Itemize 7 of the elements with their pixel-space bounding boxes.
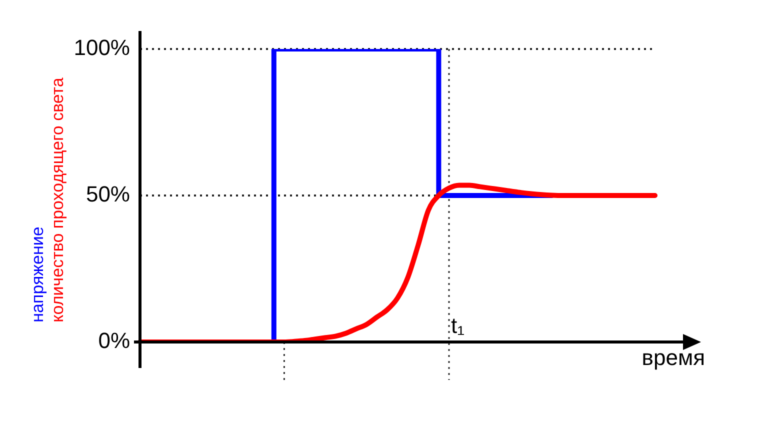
y-tick-label: 100%	[74, 35, 130, 60]
y-tick-label: 50%	[86, 182, 130, 207]
y-tick-label: 0%	[98, 328, 130, 354]
annotation: t₁	[451, 313, 465, 338]
text: количество проходящего света	[48, 78, 68, 322]
text: время	[642, 345, 705, 370]
text: напряжение	[28, 226, 48, 322]
